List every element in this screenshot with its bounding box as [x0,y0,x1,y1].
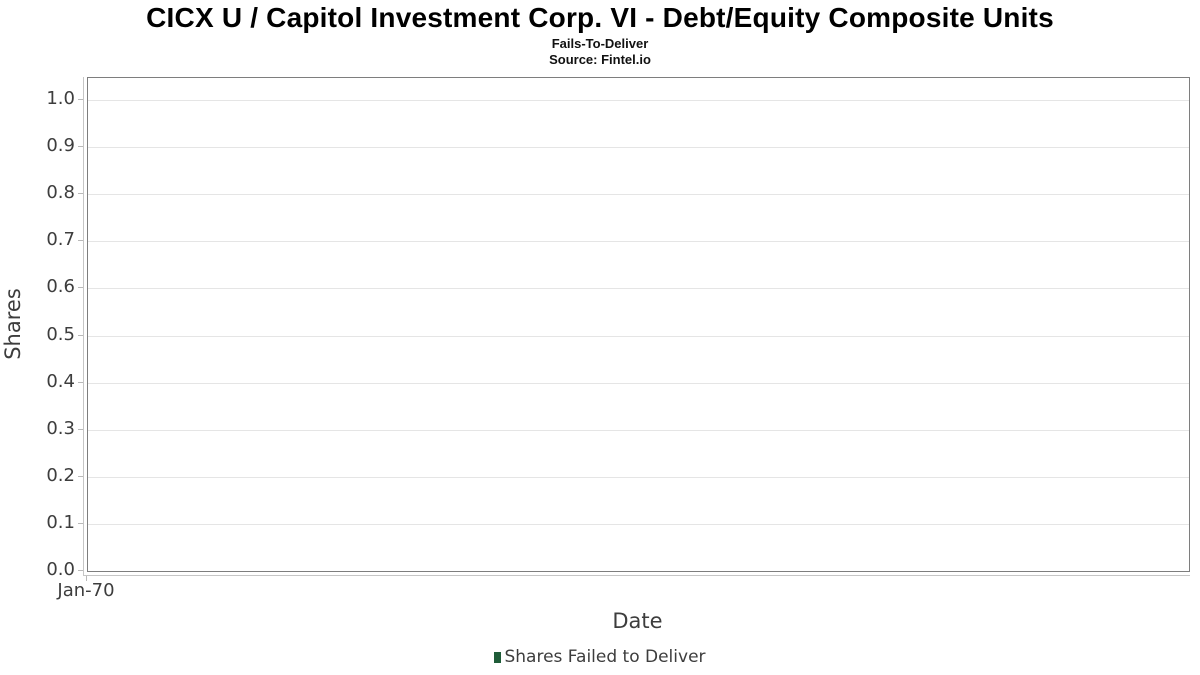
x-axis-title: Date [612,609,663,633]
y-tick-label: 0.8 [46,182,75,204]
y-tick-label: 0.9 [46,135,75,157]
grid-line [88,288,1189,290]
y-tick-mark [78,99,83,100]
x-tick-mark [86,576,87,581]
grid-line [88,335,1189,337]
y-tick-mark [78,475,83,477]
y-tick-label: 0.3 [46,417,75,439]
grid-line [88,523,1189,525]
grid-line [88,194,1189,196]
y-tick-mark [78,287,83,289]
y-tick-label: 0.5 [46,323,75,345]
chart-title: CICX U / Capitol Investment Corp. VI - D… [146,2,1054,33]
grid-line [88,429,1189,431]
grid-line [88,100,1189,101]
grid-line [88,382,1189,384]
y-tick-mark [78,193,83,195]
y-tick-mark [78,381,83,383]
grid-line [88,476,1189,478]
y-tick-label: 0.6 [46,276,75,298]
y-tick-mark [78,334,83,336]
y-tick-label: 0.7 [46,229,75,251]
legend: Shares Failed to Deliver [0,646,1200,668]
chart-source: Source: Fintel.io [549,52,651,67]
y-tick-label: 0.1 [46,511,75,533]
legend-label: Shares Failed to Deliver [504,647,706,667]
legend-marker-shares-failed-to-deliver [494,651,502,663]
y-tick-label: 0.0 [46,559,75,580]
grid-line [88,241,1189,243]
plot-area [87,77,1190,572]
chart-subtitle: Fails-To-Deliver [551,36,649,51]
y-tick-mark [78,240,83,242]
y-axis-title: Shares [1,288,25,360]
grid-line [88,147,1189,149]
y-tick-mark [78,522,83,524]
y-tick-mark [78,146,83,148]
y-axis-line [83,77,84,576]
y-tick-label: 0.4 [46,370,75,392]
y-tick-mark [78,428,83,430]
x-axis-line [83,575,1190,576]
y-tick-mark [78,570,83,571]
y-tick-label: 1.0 [46,88,75,109]
y-tick-label: 0.2 [46,464,75,486]
x-tick-label: Jan-70 [57,580,115,601]
